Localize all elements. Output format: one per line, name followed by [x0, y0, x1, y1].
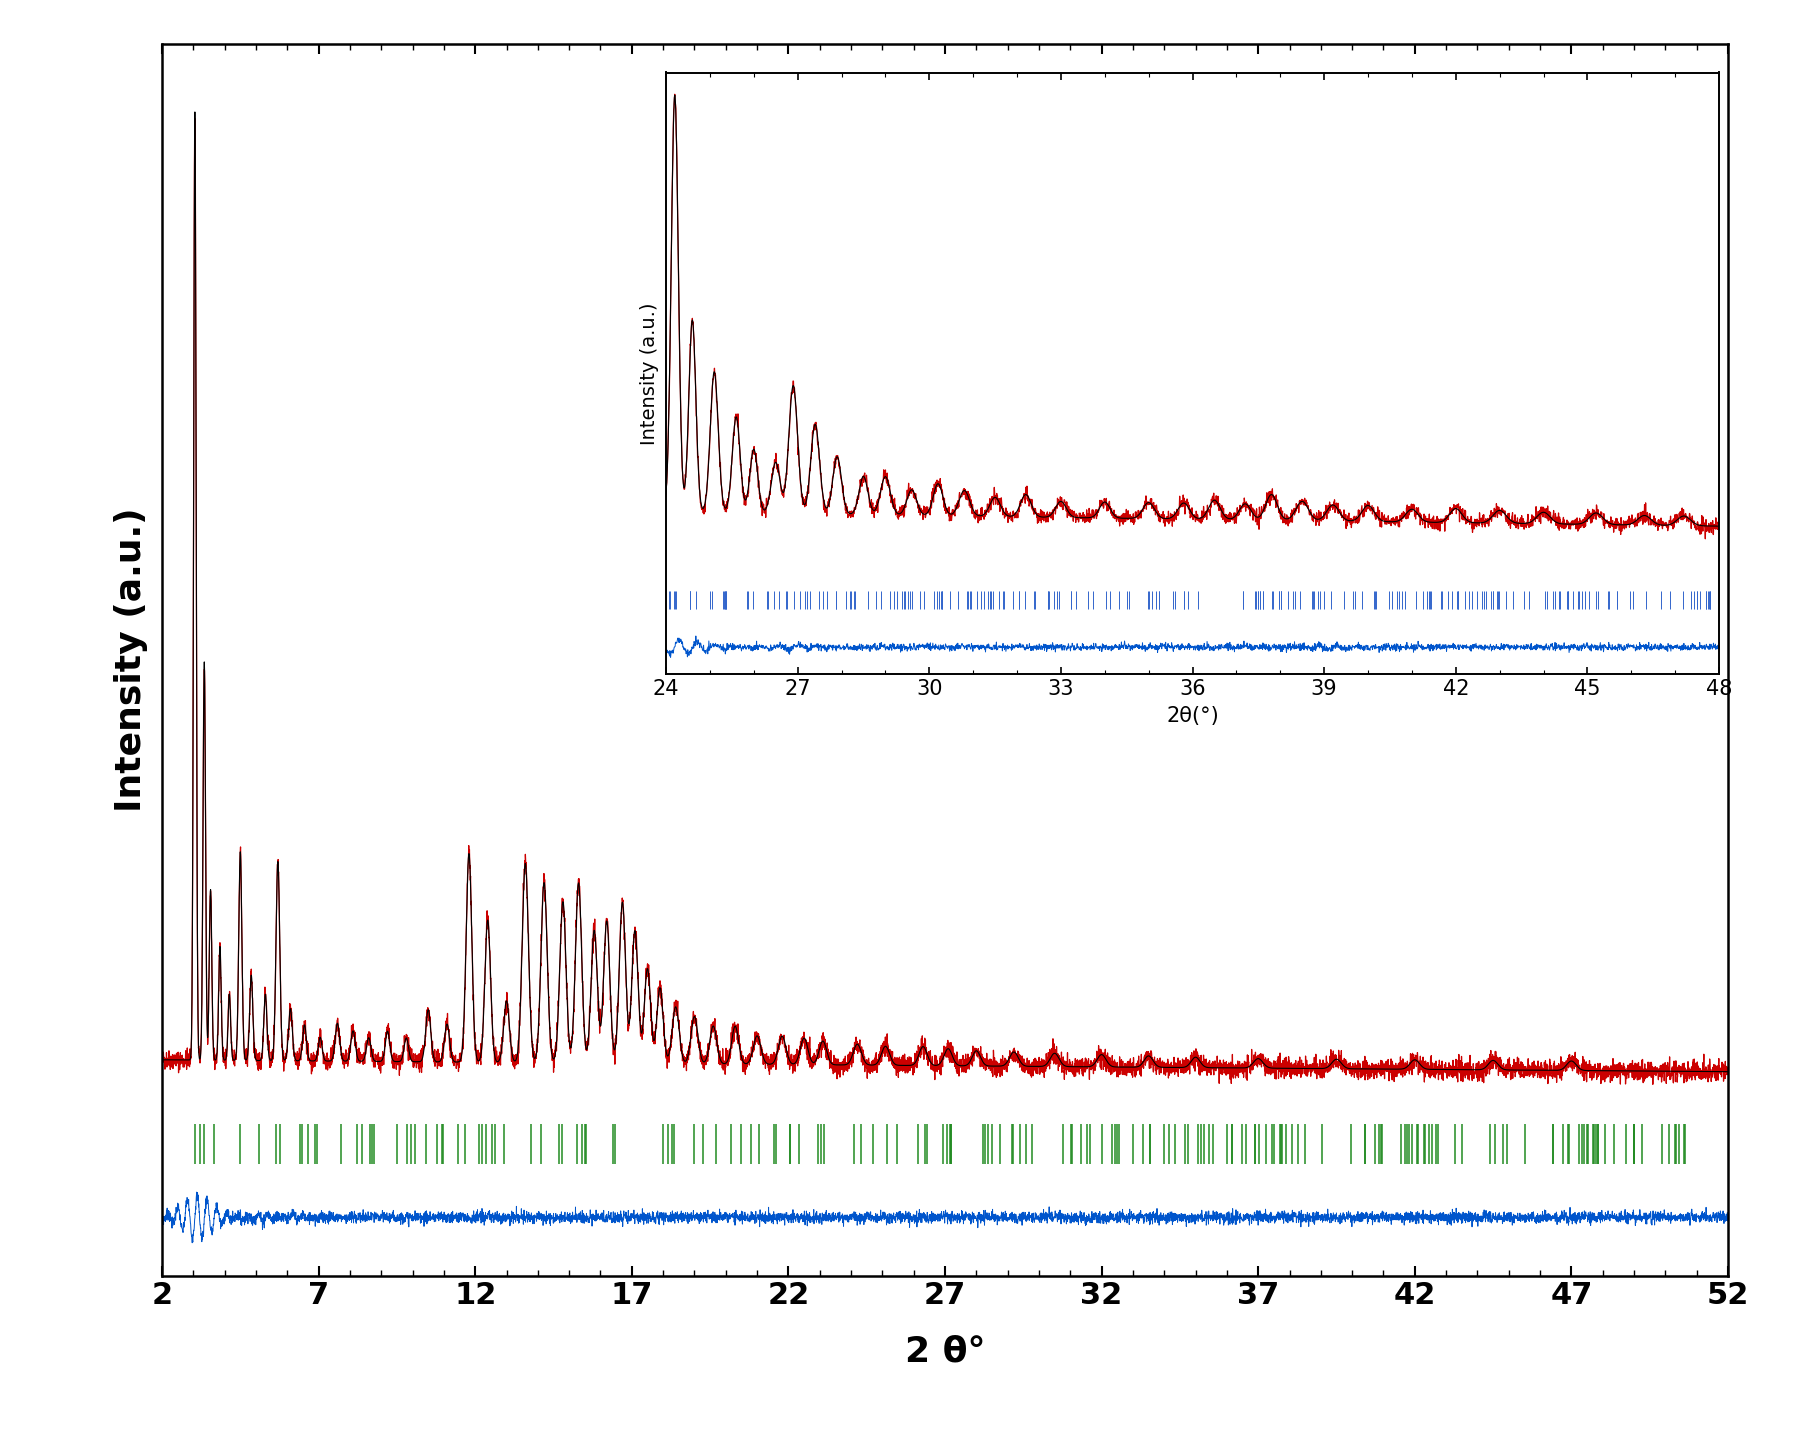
- Y-axis label: Intensity (a.u.): Intensity (a.u.): [641, 302, 659, 445]
- X-axis label: 2 θ°: 2 θ°: [905, 1335, 985, 1369]
- X-axis label: 2θ(°): 2θ(°): [1166, 706, 1219, 726]
- Y-axis label: Intensity (a.u.): Intensity (a.u.): [113, 507, 148, 812]
